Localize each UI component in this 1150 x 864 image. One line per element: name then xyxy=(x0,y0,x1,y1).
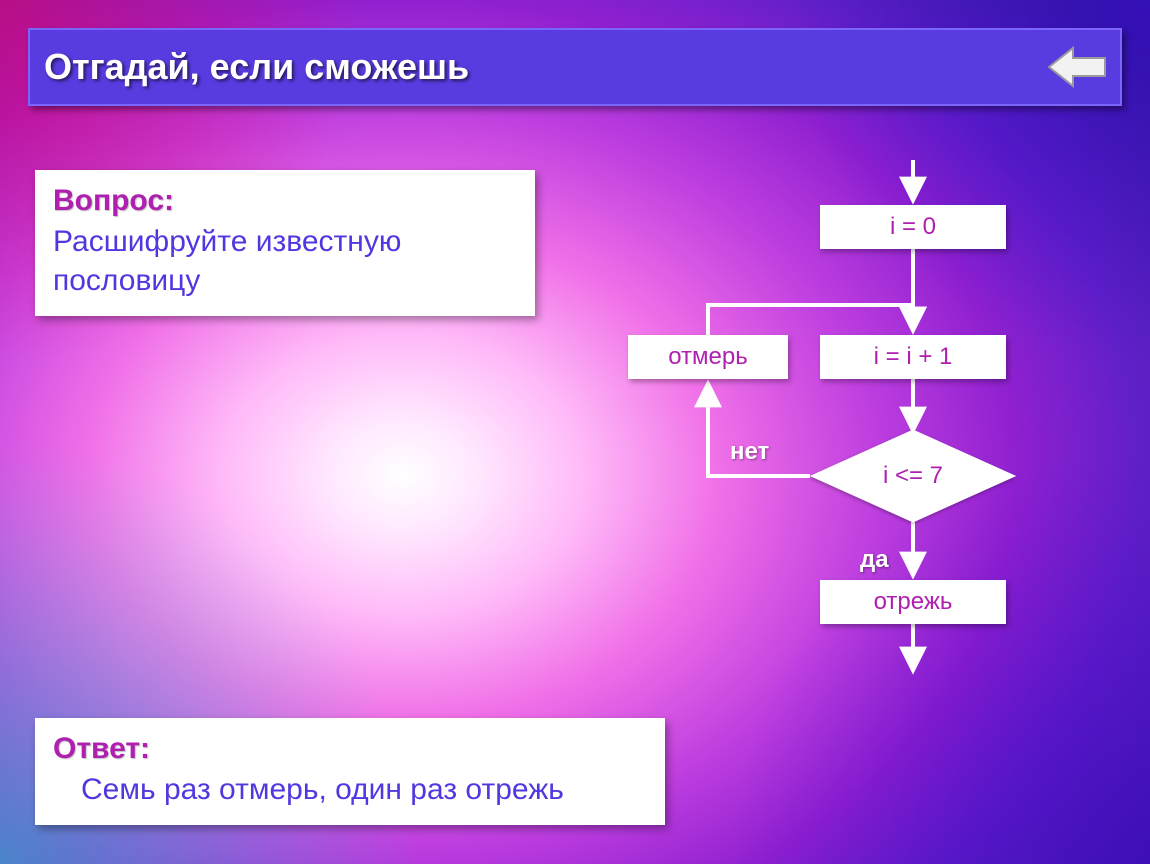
question-header: Вопрос: xyxy=(53,184,517,218)
answer-header: Ответ: xyxy=(53,732,647,766)
flowchart: i = 0 отмерь i = i + 1 i <= 7 отрежь нет… xyxy=(620,150,1140,730)
back-arrow-icon xyxy=(1047,44,1109,90)
flow-node-measure: отмерь xyxy=(628,335,788,379)
flow-node-label: i = 0 xyxy=(890,213,936,241)
title-bar: Отгадай, если сможешь xyxy=(28,28,1122,106)
flow-node-label: отрежь xyxy=(874,588,953,616)
question-body: Расшифруйте известную пословицу xyxy=(53,222,517,300)
flow-node-inc: i = i + 1 xyxy=(820,335,1006,379)
flow-node-label: i = i + 1 xyxy=(874,343,953,371)
back-arrow-button[interactable] xyxy=(1046,42,1110,92)
answer-panel: Ответ: Семь раз отмерь, один раз отрежь xyxy=(35,718,665,825)
edge-label-yes: да xyxy=(860,546,889,574)
answer-body: Семь раз отмерь, один раз отрежь xyxy=(53,770,647,809)
page-title: Отгадай, если сможешь xyxy=(44,46,1046,88)
question-panel: Вопрос: Расшифруйте известную пословицу xyxy=(35,170,535,316)
flow-node-label: отмерь xyxy=(668,343,748,371)
flow-node-label: i <= 7 xyxy=(883,462,943,490)
flow-node-init: i = 0 xyxy=(820,205,1006,249)
flow-node-cut: отрежь xyxy=(820,580,1006,624)
edge-label-no: нет xyxy=(730,438,769,466)
flow-node-cond: i <= 7 xyxy=(810,430,1016,522)
